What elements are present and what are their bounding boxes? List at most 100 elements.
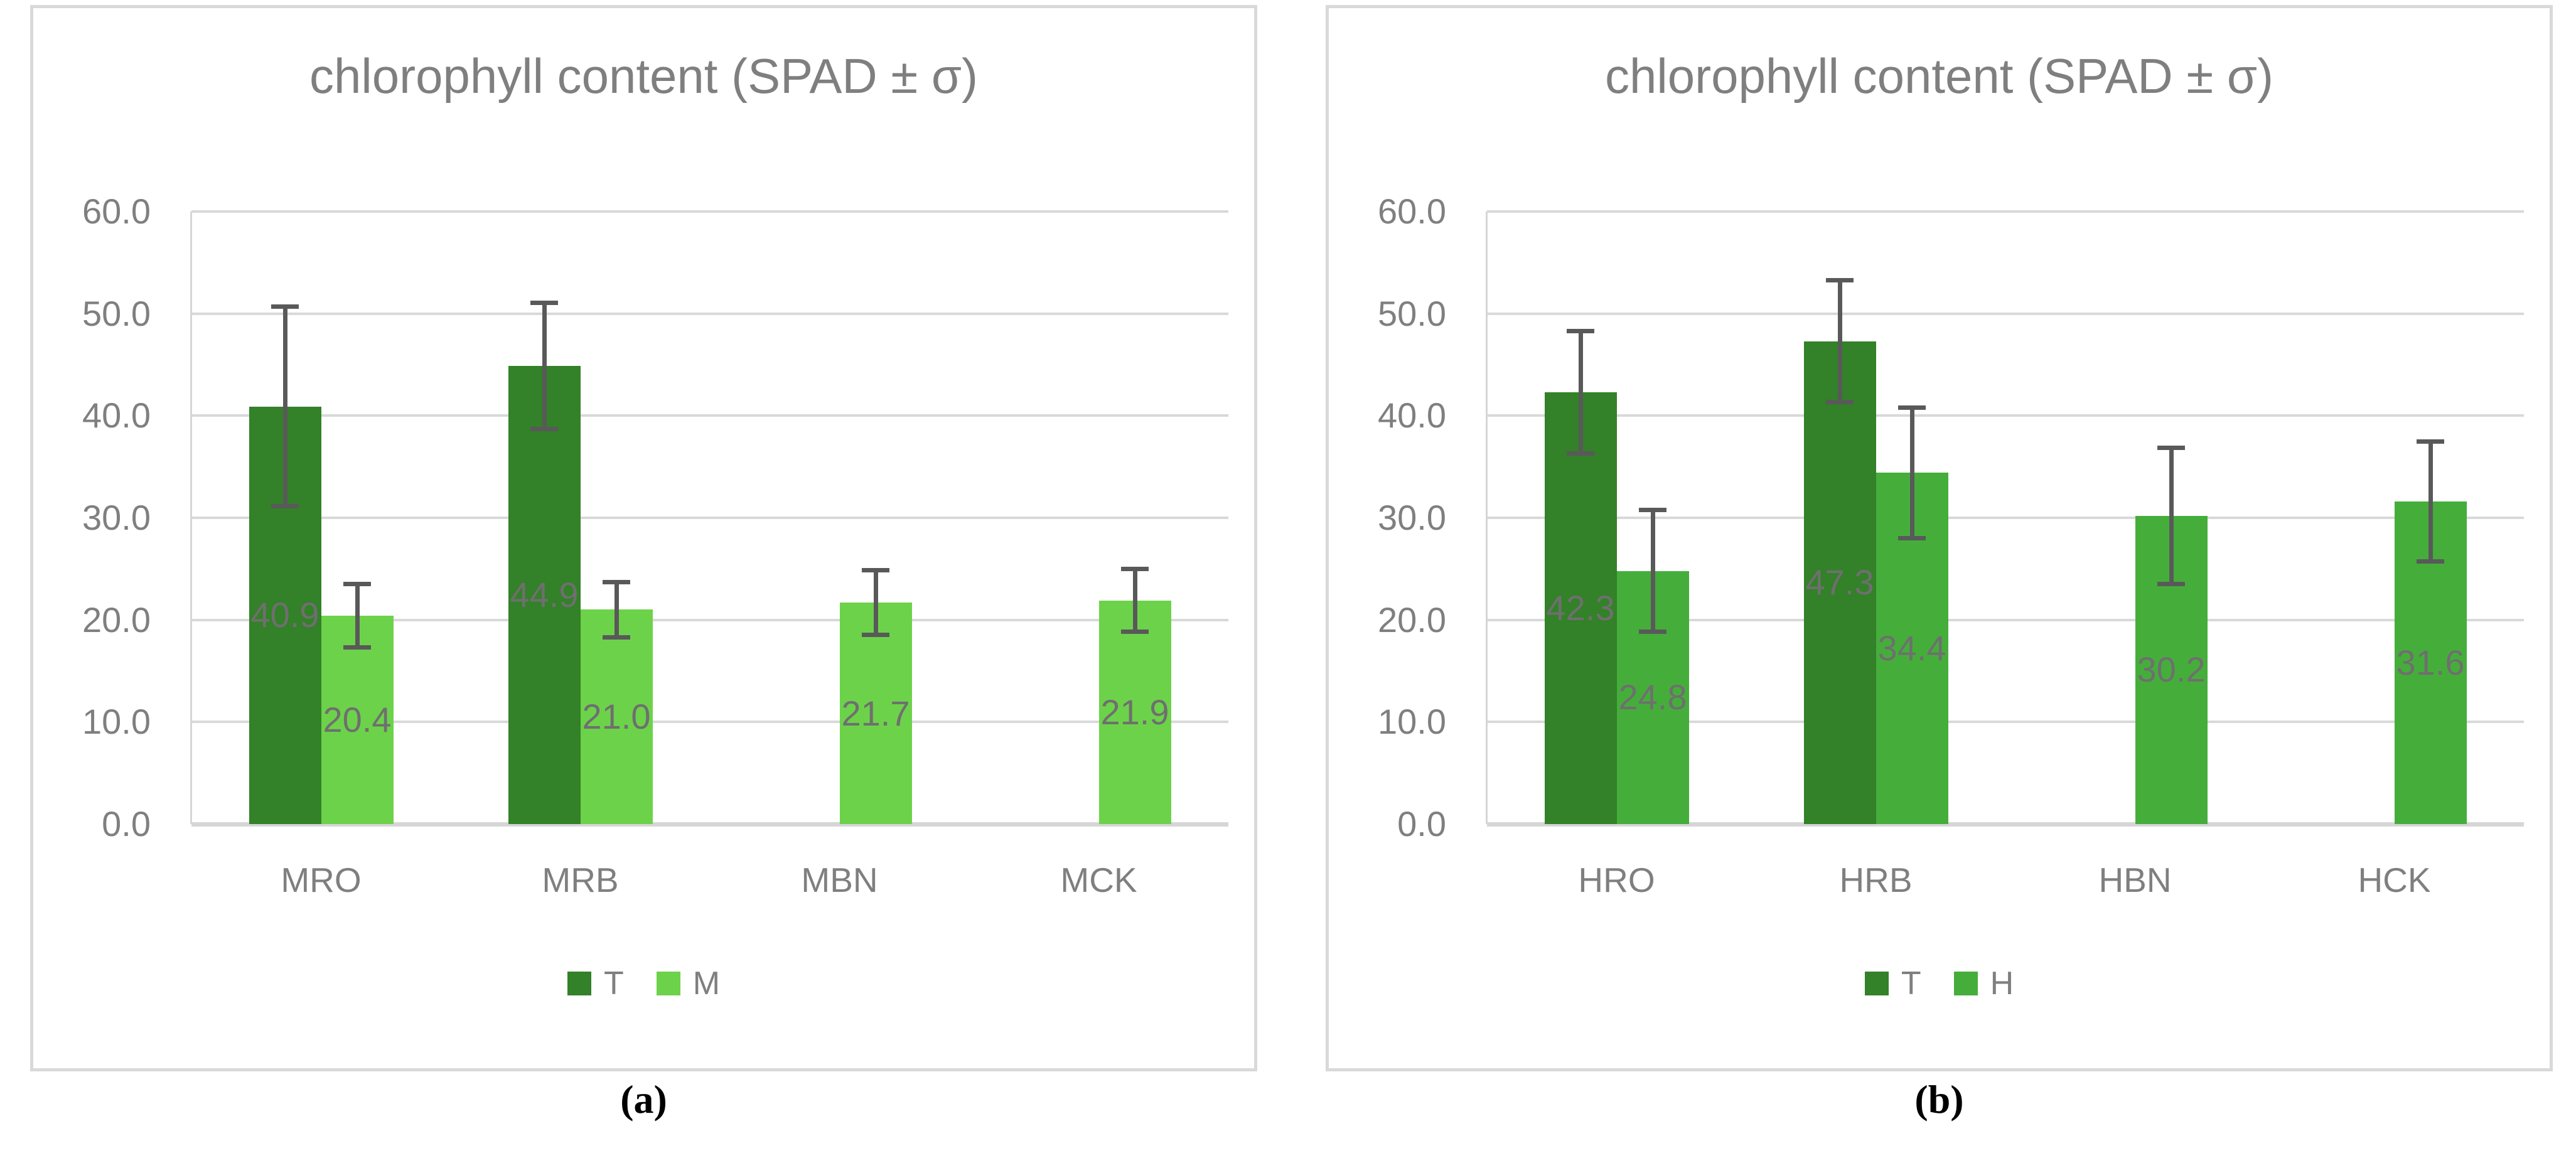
error-bar-cap-bottom-M-MRB <box>603 635 630 640</box>
error-bar-line-M-MRO <box>355 582 360 650</box>
legend-label-T: T <box>1901 965 1921 1002</box>
y-axis-tick-label: 0.0 <box>102 804 151 844</box>
error-bar-cap-top-M-MRO <box>343 582 371 587</box>
bar-T-HRO <box>1544 392 1617 824</box>
gridline <box>191 414 1228 417</box>
data-label-M-MRB: 21.0 <box>582 697 651 737</box>
x-axis-label-HCK: HCK <box>2358 860 2431 899</box>
error-bar-cap-top-H-HBN <box>2157 445 2185 450</box>
y-axis-tick-label: 30.0 <box>1378 498 1446 537</box>
chart-title: chlorophyll content (SPAD ± σ) <box>309 48 978 104</box>
data-label-H-HRO: 24.8 <box>1618 677 1687 717</box>
caption-b: (b) <box>1914 1077 1964 1122</box>
error-bar-cap-bottom-M-MCK <box>1121 630 1149 635</box>
error-bar-cap-bottom-T-MRB <box>530 426 558 431</box>
bar-M-MRB <box>580 609 653 824</box>
error-bar-cap-bottom-M-MRO <box>343 645 371 650</box>
y-axis-tick-label: 10.0 <box>1378 702 1446 742</box>
y-axis-tick-label: 40.0 <box>1378 395 1446 436</box>
data-label-T-HRO: 42.3 <box>1546 587 1615 628</box>
gridline <box>1487 721 2524 724</box>
y-axis-tick-label: 50.0 <box>1378 293 1446 333</box>
legend-label-H: H <box>1990 965 2014 1002</box>
gridline <box>191 210 1228 213</box>
error-bar-cap-top-H-HCK <box>2417 439 2444 444</box>
y-axis-tick-label: 0.0 <box>1397 804 1446 844</box>
error-bar-cap-top-M-MBN <box>862 567 889 572</box>
x-axis-line <box>191 822 1228 827</box>
error-bar-cap-bottom-T-HRO <box>1567 451 1594 456</box>
error-bar-line-T-MRO <box>282 304 287 509</box>
legend-swatch-T <box>1864 972 1889 995</box>
gridline <box>1487 414 2524 417</box>
gridline <box>191 517 1228 519</box>
gridline <box>1487 210 2524 213</box>
legend-swatch-T <box>567 972 591 995</box>
gridline <box>1487 312 2524 315</box>
chart-panel-a: chlorophyll content (SPAD ± σ) 0.0 10.0 20.… <box>30 5 1257 1071</box>
chart-title: chlorophyll content (SPAD ± σ) <box>1605 48 2273 104</box>
bar-M-MCK <box>1098 600 1171 824</box>
bar-T-HRB <box>1803 341 1876 824</box>
error-bar-line-T-HRB <box>1837 277 1842 405</box>
error-bar-line-M-MCK <box>1132 567 1137 635</box>
y-axis-line <box>190 212 192 824</box>
x-axis-label-HRB: HRB <box>1839 860 1913 899</box>
error-bar-cap-top-T-HRO <box>1567 329 1594 334</box>
error-bar-cap-bottom-T-HRB <box>1826 400 1854 405</box>
legend-swatch-H <box>1953 972 1978 995</box>
data-label-T-HRB: 47.3 <box>1805 562 1874 603</box>
data-label-M-MCK: 21.9 <box>1100 692 1169 732</box>
x-axis-line <box>1487 822 2524 827</box>
legend-item-H: H <box>1953 965 2014 1002</box>
data-label-H-HRB: 34.4 <box>1877 628 1946 668</box>
error-bar-cap-bottom-H-HCK <box>2417 559 2444 564</box>
y-axis-tick-label: 60.0 <box>1378 191 1446 231</box>
error-bar-cap-bottom-H-HRB <box>1898 535 1926 540</box>
x-axis-label-MCK: MCK <box>1060 860 1137 899</box>
data-label-M-MRO: 20.4 <box>323 700 392 740</box>
y-axis-tick-label: 10.0 <box>82 702 151 742</box>
bar-M-MRO <box>321 616 394 824</box>
error-bar-line-M-MRB <box>614 580 619 640</box>
gridline <box>1487 618 2524 621</box>
error-bar-line-M-MBN <box>873 567 878 638</box>
bar-T-MRB <box>508 365 581 824</box>
bar-M-MBN <box>839 603 912 824</box>
legend-item-M: M <box>656 967 720 1000</box>
legend-swatch-M <box>656 972 680 995</box>
x-axis-label-HBN: HBN <box>2098 860 2172 899</box>
y-axis-tick-label: 50.0 <box>82 293 151 333</box>
gridline <box>191 618 1228 621</box>
error-bar-line-H-HRO <box>1650 507 1655 635</box>
error-bar-cap-bottom-T-MRO <box>271 504 299 509</box>
x-axis-label-MBN: MBN <box>801 860 878 899</box>
error-bar-line-H-HRB <box>1909 405 1914 540</box>
error-bar-line-T-MRB <box>542 300 547 431</box>
x-axis-label-MRB: MRB <box>542 860 619 899</box>
error-bar-cap-top-M-MCK <box>1121 567 1149 572</box>
error-bar-cap-top-T-HRB <box>1826 277 1854 282</box>
legend-item-T: T <box>567 967 624 1000</box>
error-bar-cap-bottom-H-HBN <box>2157 581 2185 586</box>
caption-a: (a) <box>620 1077 667 1122</box>
error-bar-cap-bottom-M-MBN <box>862 633 889 638</box>
error-bar-line-H-HBN <box>2169 445 2174 586</box>
gridline <box>1487 517 2524 519</box>
legend-item-T: T <box>1864 965 1921 1002</box>
y-axis-tick-label: 40.0 <box>82 395 151 436</box>
y-axis-tick-label: 30.0 <box>82 498 151 537</box>
error-bar-line-H-HCK <box>2428 439 2433 564</box>
error-bar-cap-top-H-HRB <box>1898 405 1926 410</box>
chart-panel-b: chlorophyll content (SPAD ± σ) 0.0 10.0 20.… <box>1326 5 2553 1071</box>
error-bar-cap-top-H-HRO <box>1639 507 1666 512</box>
data-label-H-HCK: 31.6 <box>2396 642 2465 682</box>
error-bar-cap-top-T-MRO <box>271 304 299 309</box>
y-axis-tick-label: 20.0 <box>1378 599 1446 640</box>
y-axis-tick-label: 20.0 <box>82 599 151 640</box>
x-axis-label-HRO: HRO <box>1578 860 1655 899</box>
error-bar-cap-bottom-H-HRO <box>1639 630 1666 635</box>
data-label-M-MBN: 21.7 <box>841 693 910 733</box>
